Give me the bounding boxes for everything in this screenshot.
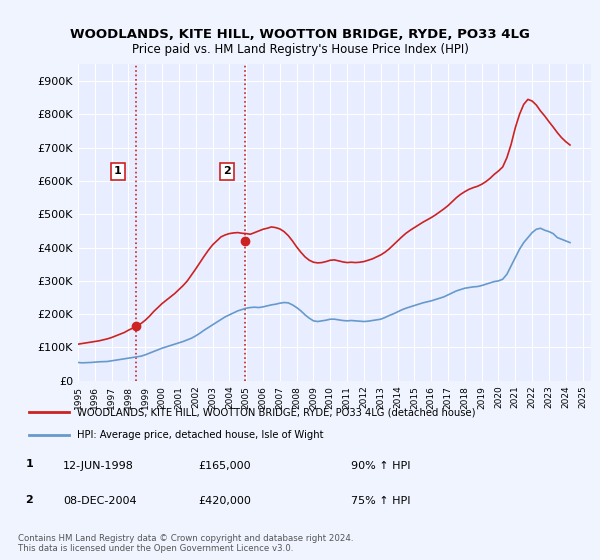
Text: 08-DEC-2004: 08-DEC-2004 [63,496,137,506]
Text: 1: 1 [114,166,122,176]
Text: Price paid vs. HM Land Registry's House Price Index (HPI): Price paid vs. HM Land Registry's House … [131,43,469,56]
Text: WOODLANDS, KITE HILL, WOOTTON BRIDGE, RYDE, PO33 4LG (detached house): WOODLANDS, KITE HILL, WOOTTON BRIDGE, RY… [77,407,476,417]
Text: 75% ↑ HPI: 75% ↑ HPI [351,496,410,506]
Text: £165,000: £165,000 [198,461,251,471]
Text: 2: 2 [26,494,33,505]
Text: 1: 1 [26,459,33,469]
Text: Contains HM Land Registry data © Crown copyright and database right 2024.
This d: Contains HM Land Registry data © Crown c… [18,534,353,553]
Text: 2: 2 [223,166,231,176]
Text: WOODLANDS, KITE HILL, WOOTTON BRIDGE, RYDE, PO33 4LG: WOODLANDS, KITE HILL, WOOTTON BRIDGE, RY… [70,28,530,41]
Text: 12-JUN-1998: 12-JUN-1998 [63,461,134,471]
Text: 90% ↑ HPI: 90% ↑ HPI [351,461,410,471]
Text: £420,000: £420,000 [198,496,251,506]
Text: HPI: Average price, detached house, Isle of Wight: HPI: Average price, detached house, Isle… [77,430,324,440]
